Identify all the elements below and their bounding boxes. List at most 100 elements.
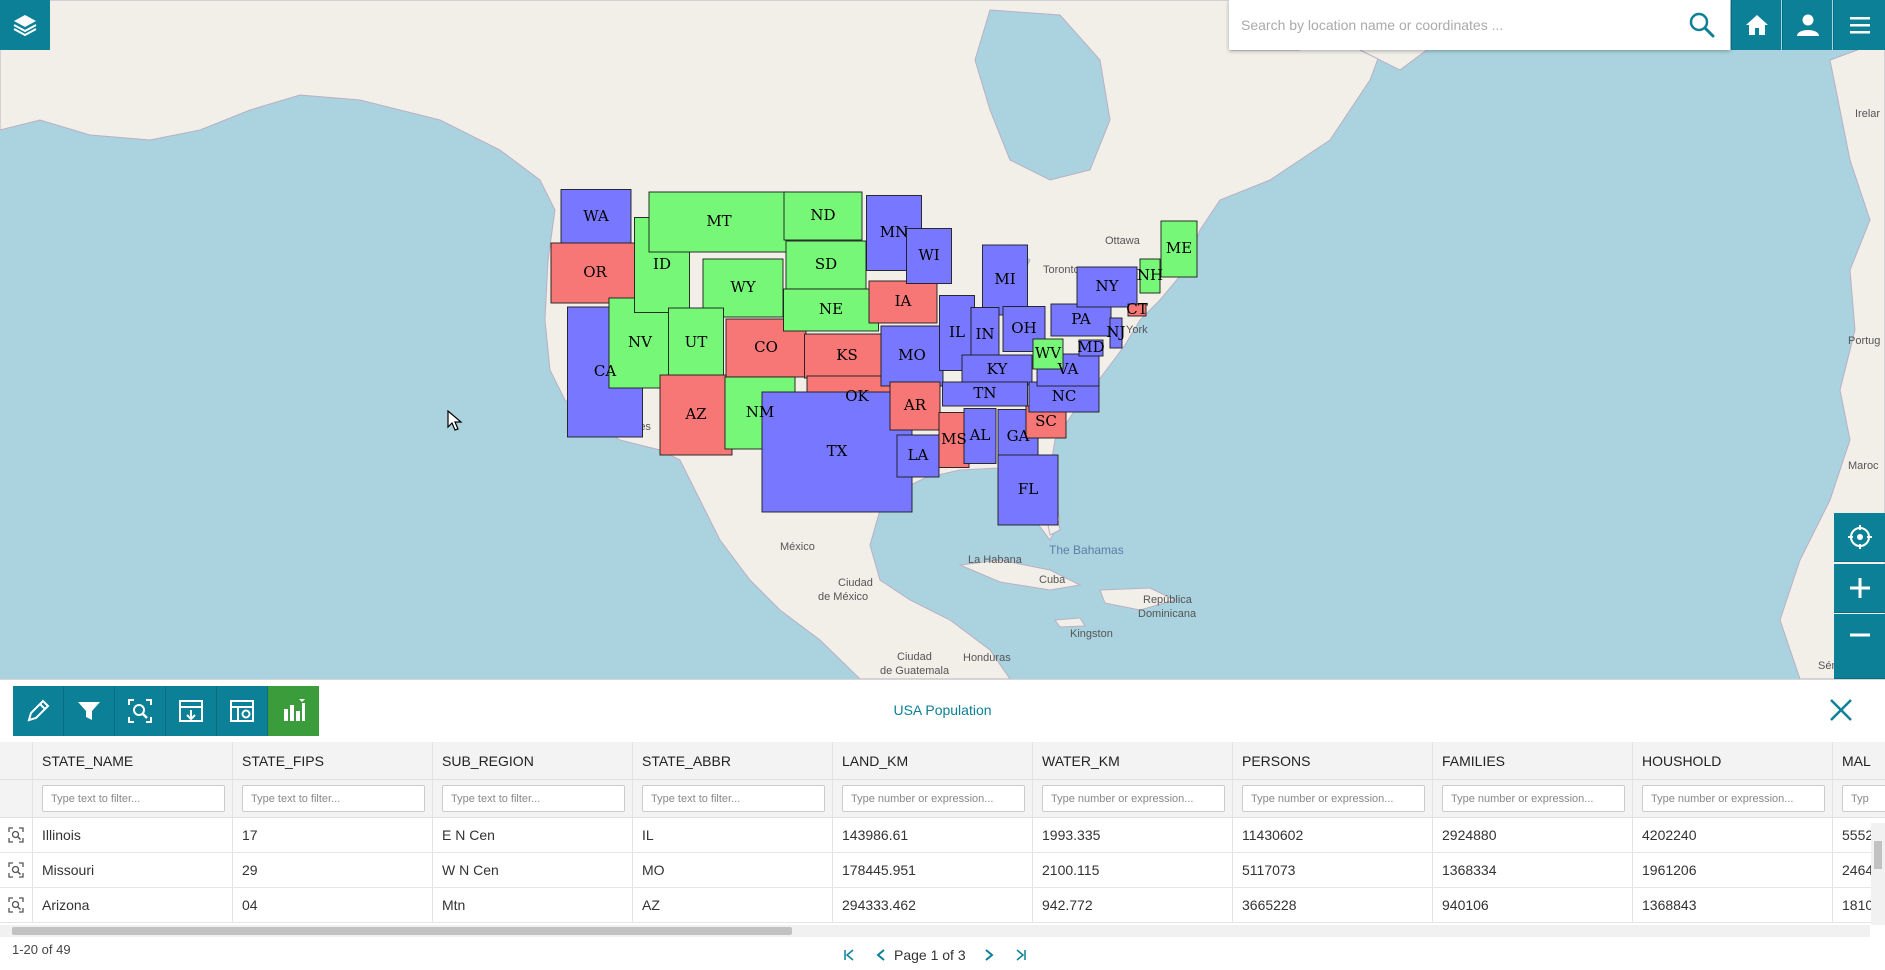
state-polygon-ky[interactable] — [961, 354, 1033, 386]
state-polygon-md[interactable] — [1078, 339, 1104, 357]
column-filter-input[interactable] — [242, 785, 425, 812]
table-cell: MO — [633, 853, 833, 887]
column-header[interactable]: PERSONS — [1233, 742, 1433, 779]
search-input[interactable] — [1229, 1, 1669, 49]
table-cell: 5117073 — [1233, 853, 1433, 887]
state-polygon-sd[interactable] — [785, 240, 867, 290]
state-polygon-mt[interactable] — [648, 191, 790, 253]
grid-settings-button[interactable] — [217, 686, 268, 736]
row-select-header — [0, 742, 33, 779]
vertical-scrollbar-thumb[interactable] — [1874, 841, 1882, 869]
locate-icon — [1847, 525, 1872, 549]
table-cell: 11430602 — [1233, 818, 1433, 852]
state-polygon-wa[interactable] — [560, 189, 632, 245]
table-cell: 940106 — [1433, 888, 1633, 922]
column-header[interactable]: MAL — [1833, 742, 1885, 779]
state-polygon-ar[interactable] — [889, 381, 941, 431]
filter-button[interactable] — [64, 686, 115, 736]
search-icon[interactable] — [1688, 11, 1716, 39]
place-label: Ottawa — [1105, 235, 1141, 247]
attribute-grid: STATE_NAME STATE_FIPS SUB_REGION STATE_ABBR… — [0, 742, 1885, 932]
next-page-icon[interactable] — [980, 946, 998, 964]
state-polygon-tn[interactable] — [942, 381, 1028, 407]
state-polygon-wy[interactable] — [702, 258, 784, 318]
last-page-icon[interactable] — [1012, 946, 1030, 964]
column-filter-input[interactable] — [1242, 785, 1425, 812]
state-polygon-fl[interactable] — [997, 454, 1059, 526]
edit-button[interactable] — [13, 686, 64, 736]
state-polygon-wv[interactable] — [1032, 338, 1064, 370]
vertical-scrollbar[interactable] — [1871, 823, 1885, 925]
column-filter-input[interactable] — [42, 785, 225, 812]
column-header[interactable]: HOUSHOLD — [1633, 742, 1833, 779]
column-header[interactable]: FAMILIES — [1433, 742, 1633, 779]
previous-page-icon[interactable] — [872, 946, 890, 964]
column-filter-input[interactable] — [1442, 785, 1625, 812]
layers-button[interactable] — [0, 0, 50, 50]
column-filter-input[interactable] — [1842, 785, 1885, 812]
state-label-me: ME — [1166, 239, 1192, 257]
state-polygon-az[interactable] — [659, 374, 733, 456]
place-label: York — [1126, 324, 1148, 336]
state-polygon-tx[interactable] — [761, 391, 913, 513]
state-polygon-nj[interactable] — [1109, 317, 1123, 349]
zoom-to-features-button[interactable] — [115, 686, 166, 736]
state-polygon-ia[interactable] — [868, 280, 938, 324]
map-canvas[interactable]: OttawaTorontoYorkLos AngelesPhoenixUnite… — [0, 0, 1885, 679]
state-polygon-al[interactable] — [963, 408, 997, 464]
column-filter-input[interactable] — [442, 785, 625, 812]
menu-icon — [1849, 17, 1870, 34]
state-polygon-wi[interactable] — [906, 228, 952, 284]
horizontal-scrollbar[interactable] — [0, 925, 1870, 937]
page-label: Page 1 of 3 — [894, 947, 966, 963]
state-polygon-me[interactable] — [1160, 220, 1198, 278]
column-header[interactable]: WATER_KM — [1033, 742, 1233, 779]
place-label: Toronto — [1043, 264, 1080, 276]
state-polygon-ks[interactable] — [804, 333, 890, 379]
state-polygon-nh[interactable] — [1139, 258, 1161, 294]
table-cell: 1961206 — [1633, 853, 1833, 887]
state-polygon-ct[interactable] — [1127, 303, 1147, 317]
column-header[interactable]: STATE_FIPS — [233, 742, 433, 779]
horizontal-scrollbar-thumb[interactable] — [12, 927, 792, 935]
state-polygon-ny[interactable] — [1076, 266, 1138, 308]
zoom-to-row-icon[interactable] — [0, 888, 33, 922]
table-cell: 04 — [233, 888, 433, 922]
state-label-sd: SD — [815, 255, 837, 273]
state-polygon-la[interactable] — [896, 434, 940, 478]
state-polygon-mi[interactable] — [982, 244, 1028, 316]
zoom-to-row-icon[interactable] — [0, 853, 33, 887]
state-polygon-nd[interactable] — [783, 191, 863, 241]
place-label: Ciudad — [838, 577, 873, 589]
menu-button[interactable] — [1833, 0, 1885, 50]
table-cell: AZ — [633, 888, 833, 922]
state-polygon-mo[interactable] — [880, 325, 944, 387]
state-label-ca: CA — [594, 362, 616, 380]
state-polygon-nc[interactable] — [1028, 381, 1100, 413]
zoom-in-button[interactable] — [1834, 564, 1885, 613]
zoom-out-button[interactable] — [1834, 614, 1885, 679]
state-polygon-nv[interactable] — [608, 297, 672, 389]
column-header[interactable]: STATE_NAME — [33, 742, 233, 779]
column-header[interactable]: STATE_ABBR — [633, 742, 833, 779]
user-button[interactable] — [1782, 0, 1832, 50]
table-row[interactable]: Illinois 17 E N Cen IL 143986.61 1993.335 1143… — [0, 818, 1885, 853]
table-cell: 942.772 — [1033, 888, 1233, 922]
chart-button[interactable] — [268, 686, 319, 736]
zoom-to-row-icon[interactable] — [0, 818, 33, 852]
locate-button[interactable] — [1834, 513, 1885, 562]
column-filter-input[interactable] — [1042, 785, 1225, 812]
column-filter-input[interactable] — [842, 785, 1025, 812]
download-button[interactable] — [166, 686, 217, 736]
home-button[interactable] — [1731, 0, 1781, 50]
column-header[interactable]: SUB_REGION — [433, 742, 633, 779]
state-polygon-ne[interactable] — [783, 288, 879, 332]
column-header[interactable]: LAND_KM — [833, 742, 1033, 779]
column-filter-input[interactable] — [642, 785, 825, 812]
close-icon[interactable] — [1827, 696, 1855, 724]
table-row[interactable]: Missouri 29 W N Cen MO 178445.951 2100.115 511… — [0, 853, 1885, 888]
table-row[interactable]: Arizona 04 Mtn AZ 294333.462 942.772 3665228 94… — [0, 888, 1885, 923]
first-page-icon[interactable] — [840, 946, 858, 964]
place-label: La Habana — [968, 554, 1023, 566]
column-filter-input[interactable] — [1642, 785, 1825, 812]
